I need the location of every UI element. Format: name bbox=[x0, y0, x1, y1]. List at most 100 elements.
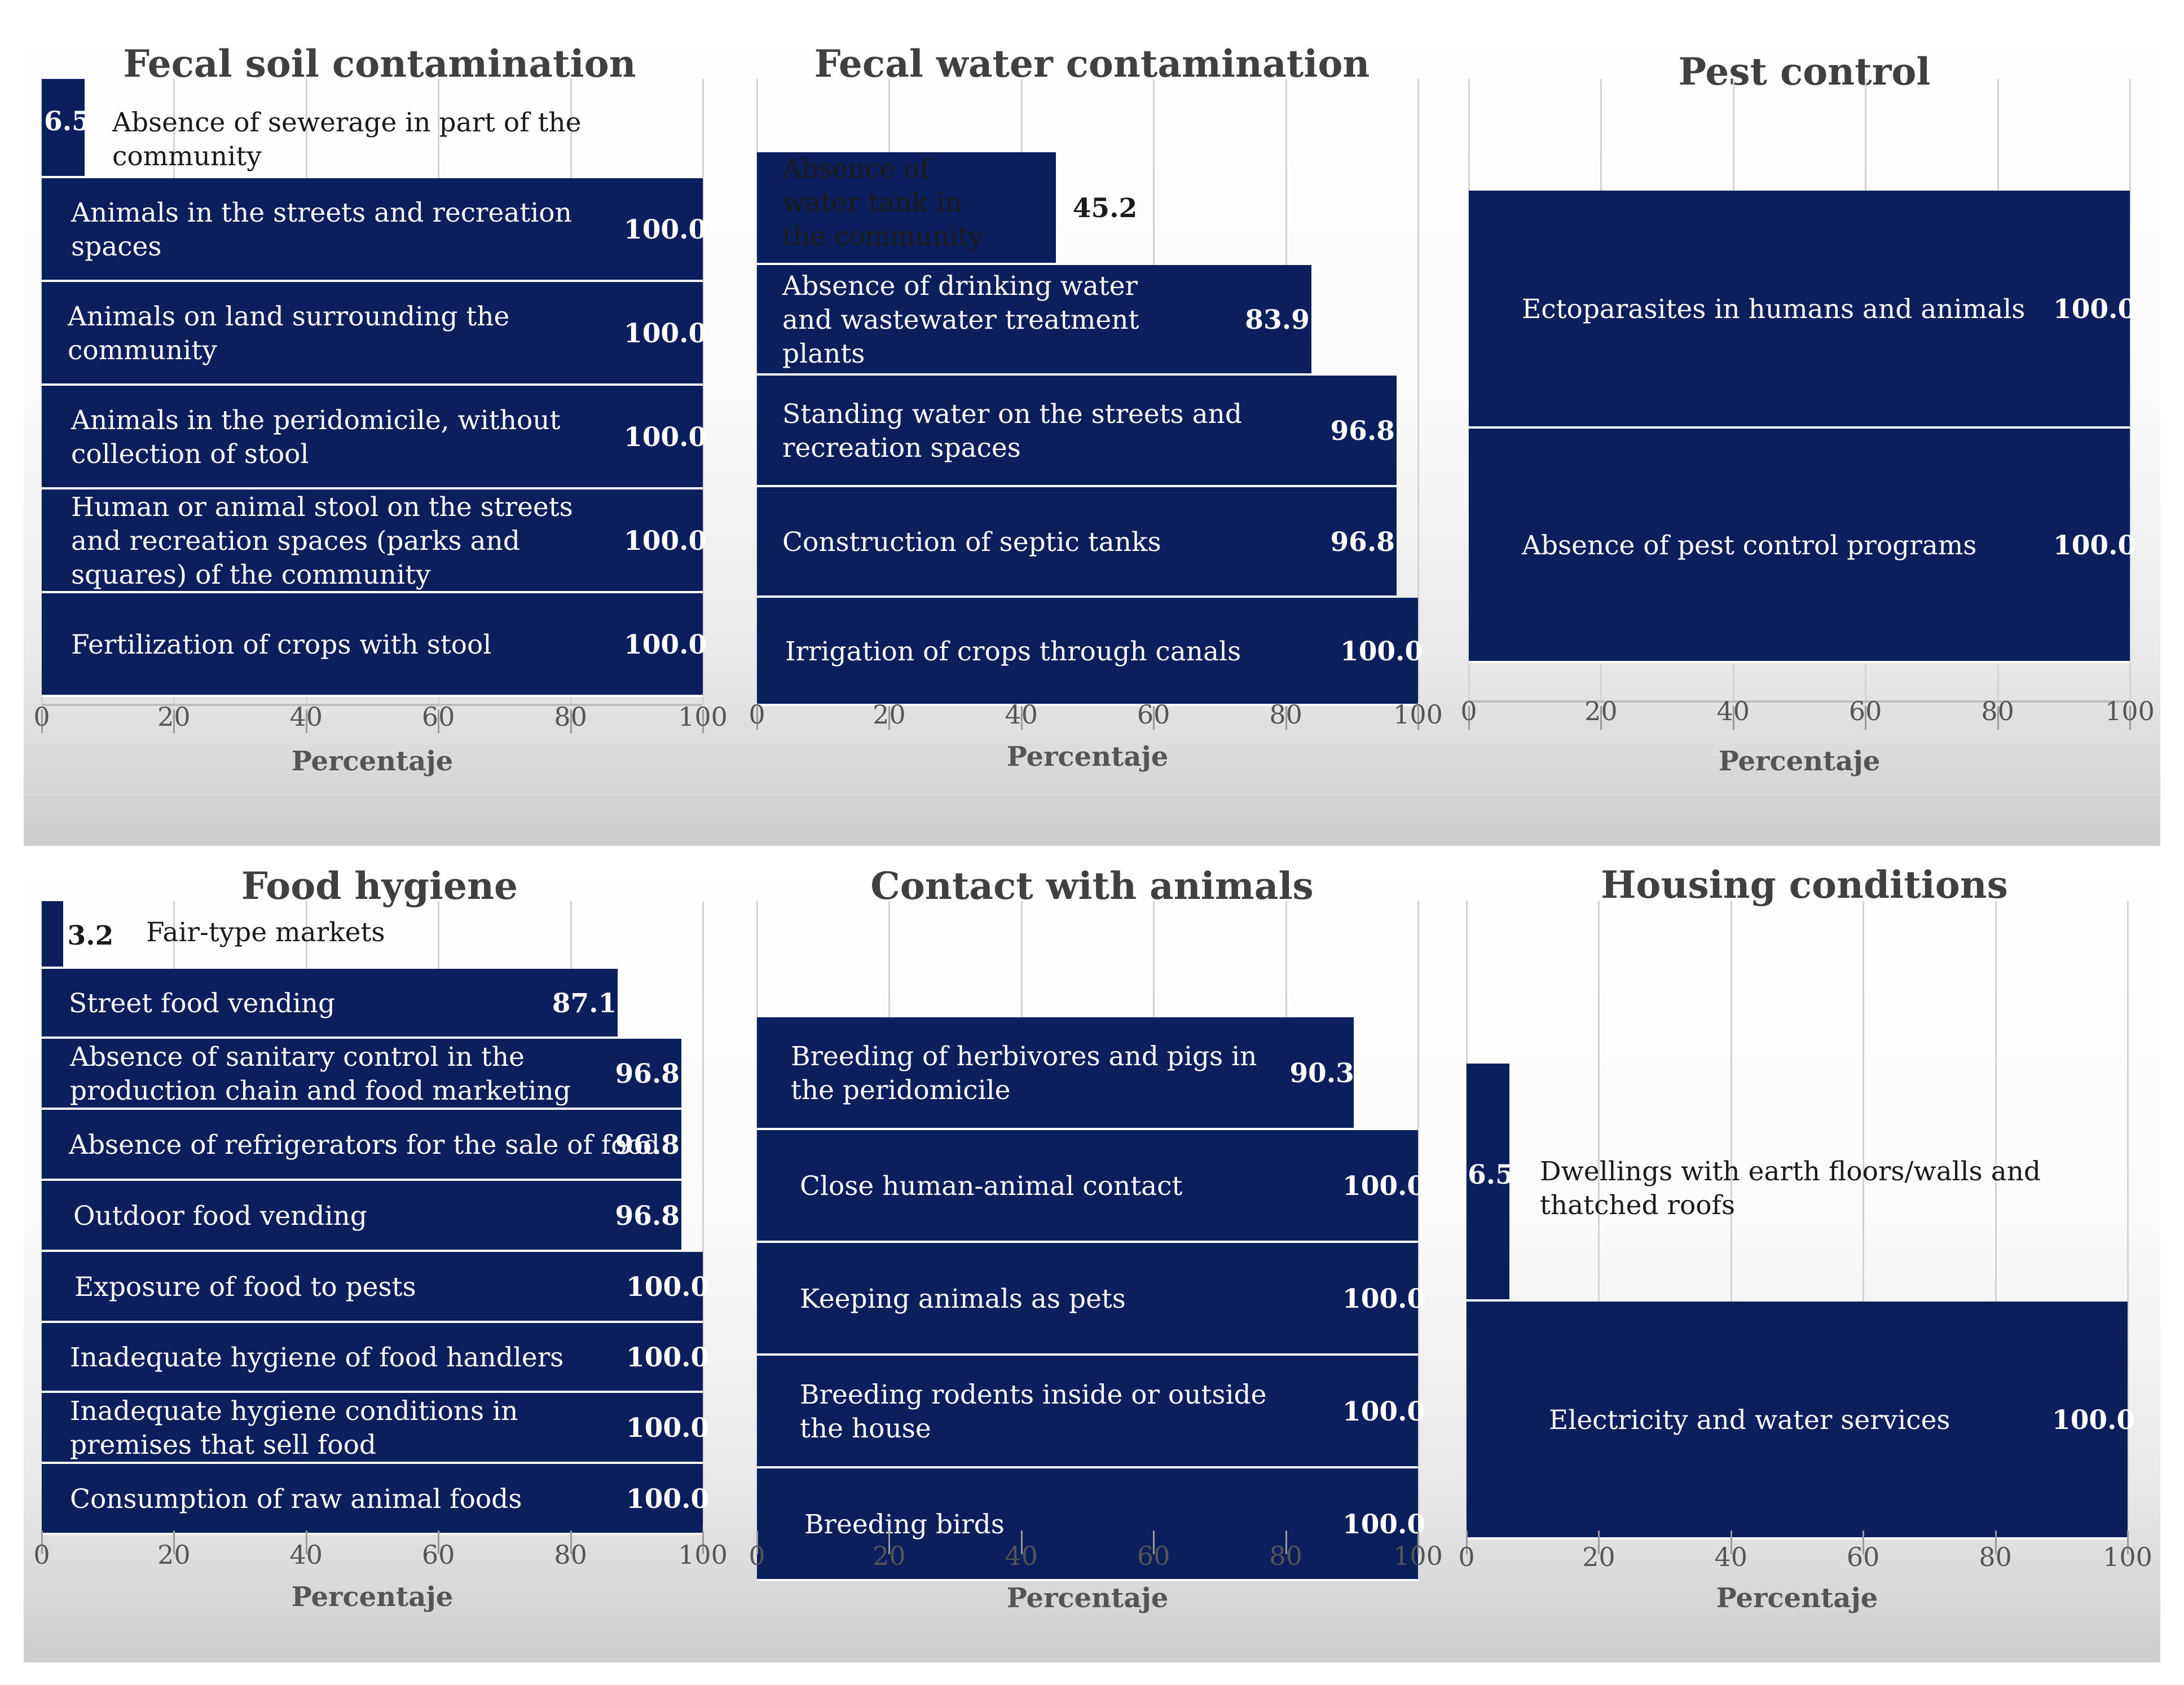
bar bbox=[757, 1356, 1418, 1468]
bar-category-label: Breeding of herbivores and pigs in the p… bbox=[791, 1041, 1257, 1106]
bar-category-label: Absence of water tank in the community bbox=[782, 153, 984, 252]
x-tick-label: 40 bbox=[1714, 1542, 1748, 1572]
bar-value-label: 83.9 bbox=[1245, 305, 1310, 336]
bar-value-label: 100.0 bbox=[2052, 1405, 2135, 1436]
bar-value-label: 45.2 bbox=[1072, 193, 1138, 224]
bar bbox=[42, 489, 703, 593]
x-tick-mark bbox=[1466, 1530, 1468, 1554]
bar bbox=[757, 376, 1397, 487]
x-tick-label: 80 bbox=[1269, 1541, 1302, 1571]
bar-category-label: Absence of sanitary control in the produ… bbox=[70, 1042, 571, 1106]
bar bbox=[1469, 191, 2130, 429]
bar bbox=[757, 1468, 1418, 1581]
x-tick-mark bbox=[1020, 1530, 1023, 1554]
x-tick-mark bbox=[173, 709, 175, 733]
x-tick-mark bbox=[41, 1530, 43, 1554]
bar-category-label: Animals in the peridomicile, without col… bbox=[71, 405, 561, 470]
x-axis-label: Percentaje bbox=[291, 746, 453, 777]
x-tick-label: 40 bbox=[289, 1540, 323, 1570]
x-tick-label: 80 bbox=[1269, 699, 1302, 730]
x-tick-mark bbox=[1417, 706, 1419, 730]
bar bbox=[757, 152, 1056, 265]
bar-category-label: Consumption of raw animal foods bbox=[70, 1484, 522, 1515]
gridline bbox=[702, 79, 704, 704]
bar bbox=[757, 265, 1312, 376]
x-tick-mark bbox=[702, 1530, 704, 1554]
bar bbox=[42, 969, 618, 1039]
bar bbox=[42, 901, 63, 969]
bar bbox=[757, 1243, 1418, 1356]
chart-title: Housing conditions bbox=[1601, 863, 2008, 907]
x-axis-label: Percentaje bbox=[1006, 1582, 1169, 1614]
bar-category-label: Human or animal stool on the streets and… bbox=[71, 492, 573, 590]
x-tick-mark bbox=[1468, 706, 1470, 730]
bar-value-label: 96.8 bbox=[615, 1201, 680, 1232]
bar-value-label: 96.8 bbox=[615, 1058, 680, 1089]
gridline bbox=[1417, 79, 1419, 700]
x-tick-label: 80 bbox=[554, 1540, 587, 1570]
bar-value-label: 6.5 bbox=[44, 106, 90, 137]
panel-food-hygiene: Food hygiene Fair-type markets 3.2 Street … bbox=[24, 846, 736, 1662]
x-tick-mark bbox=[1285, 1530, 1287, 1554]
panel-fecal-water-contamination: Fecal water contamination Absence of wat… bbox=[736, 12, 1448, 846]
bar-value-label: 90.3 bbox=[1289, 1058, 1354, 1089]
plot-area: Ectoparasites in humans and animals 100.0… bbox=[1468, 79, 2136, 703]
bar bbox=[42, 282, 703, 386]
chart-title: Pest control bbox=[1678, 50, 1931, 94]
bar bbox=[42, 1464, 703, 1535]
x-tick-label: 100 bbox=[678, 1540, 728, 1570]
x-tick-mark bbox=[1730, 1530, 1732, 1554]
x-axis-label: Percentaje bbox=[1006, 741, 1169, 773]
x-tick-mark bbox=[1994, 1530, 1997, 1554]
panel-contact-with-animals: Contact with animals Breeding of herbivo… bbox=[736, 846, 1448, 1662]
x-tick-label: 40 bbox=[1005, 699, 1038, 730]
x-axis-label: Percentaje bbox=[291, 1581, 453, 1613]
bar-value-label: 100.0 bbox=[1340, 636, 1424, 667]
plot-area: Breeding of herbivores and pigs in the p… bbox=[756, 901, 1425, 1581]
x-tick-mark bbox=[2129, 706, 2131, 730]
x-axis-line bbox=[42, 704, 703, 706]
bar bbox=[1467, 1302, 2128, 1540]
plot-area: Dwellings with earth floors/walls and th… bbox=[1466, 901, 2135, 1540]
bar-category-label: Keeping animals as pets bbox=[800, 1283, 1126, 1315]
x-tick-mark bbox=[1417, 1530, 1419, 1554]
plot-area: Fair-type markets 3.2 Street food vending 8… bbox=[41, 901, 709, 1535]
bar-category-label: Animals in the streets and recreation sp… bbox=[71, 197, 572, 262]
chart-title: Fecal soil contamination bbox=[123, 42, 636, 86]
x-tick-label: 20 bbox=[873, 699, 906, 730]
bar-value-label: 100.0 bbox=[1342, 1283, 1426, 1315]
x-tick-label: 100 bbox=[1393, 1541, 1443, 1571]
x-tick-label: 20 bbox=[873, 1541, 906, 1571]
x-tick-label: 0 bbox=[33, 1540, 50, 1570]
x-tick-mark bbox=[1153, 706, 1155, 730]
bar-value-label: 3.2 bbox=[67, 920, 114, 951]
x-tick-mark bbox=[305, 1530, 307, 1554]
x-tick-mark bbox=[1598, 1530, 1600, 1554]
x-tick-label: 100 bbox=[678, 702, 728, 732]
x-tick-label: 60 bbox=[1848, 696, 1882, 726]
x-tick-mark bbox=[888, 706, 891, 730]
bar-value-label: 100.0 bbox=[624, 526, 707, 557]
x-tick-label: 80 bbox=[1979, 1542, 2012, 1572]
x-tick-mark bbox=[305, 709, 307, 733]
bar bbox=[757, 1130, 1418, 1243]
x-tick-mark bbox=[438, 709, 440, 733]
bar-category-label: Electricity and water services bbox=[1549, 1405, 1950, 1436]
bar-category-label: Absence of refrigerators for the sale of… bbox=[69, 1130, 660, 1161]
bar-value-label: 100.0 bbox=[626, 1342, 710, 1373]
plot-area: Absence of sewerage in part of the commu… bbox=[41, 79, 707, 706]
bar-category-label: Absence of pest control programs bbox=[1522, 530, 1977, 561]
bar bbox=[757, 1017, 1354, 1130]
x-tick-label: 20 bbox=[1584, 696, 1618, 726]
x-tick-mark bbox=[1020, 706, 1023, 730]
bar-category-label: Inadequate hygiene conditions in premise… bbox=[70, 1396, 518, 1461]
bar-category-label: Close human-animal contact bbox=[800, 1171, 1183, 1202]
gridline bbox=[702, 901, 704, 1525]
chart-title: Food hygiene bbox=[241, 864, 518, 908]
gridline bbox=[1994, 901, 1997, 1525]
x-tick-label: 40 bbox=[289, 702, 323, 732]
gridline bbox=[2127, 901, 2129, 1525]
x-tick-mark bbox=[1732, 706, 1734, 730]
bar-category-label: Inadequate hygiene of food handlers bbox=[70, 1342, 564, 1373]
bar-value-label: 100.0 bbox=[2053, 294, 2137, 325]
